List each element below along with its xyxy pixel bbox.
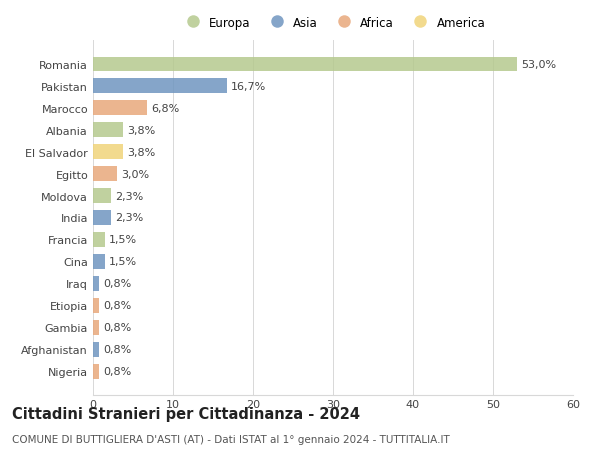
Text: Cittadini Stranieri per Cittadinanza - 2024: Cittadini Stranieri per Cittadinanza - 2…	[12, 406, 360, 421]
Bar	[93, 101, 148, 116]
Bar	[93, 299, 100, 313]
Text: 1,5%: 1,5%	[109, 235, 137, 245]
Text: 6,8%: 6,8%	[151, 103, 179, 113]
Text: 0,8%: 0,8%	[103, 301, 131, 311]
Bar	[93, 342, 100, 357]
Text: 0,8%: 0,8%	[103, 367, 131, 376]
Bar	[93, 167, 117, 181]
Bar	[93, 211, 112, 225]
Bar	[93, 255, 105, 269]
Text: 0,8%: 0,8%	[103, 323, 131, 333]
Text: 3,0%: 3,0%	[121, 169, 149, 179]
Legend: Europa, Asia, Africa, America: Europa, Asia, Africa, America	[178, 14, 488, 32]
Text: 1,5%: 1,5%	[109, 257, 137, 267]
Bar	[93, 145, 124, 159]
Bar	[93, 233, 105, 247]
Text: 3,8%: 3,8%	[127, 125, 155, 135]
Text: 0,8%: 0,8%	[103, 345, 131, 355]
Text: 3,8%: 3,8%	[127, 147, 155, 157]
Text: 0,8%: 0,8%	[103, 279, 131, 289]
Bar	[93, 320, 100, 335]
Bar	[93, 189, 112, 203]
Text: COMUNE DI BUTTIGLIERA D'ASTI (AT) - Dati ISTAT al 1° gennaio 2024 - TUTTITALIA.I: COMUNE DI BUTTIGLIERA D'ASTI (AT) - Dati…	[12, 434, 450, 444]
Text: 53,0%: 53,0%	[521, 60, 556, 69]
Bar	[93, 57, 517, 72]
Bar	[93, 364, 100, 379]
Text: 2,3%: 2,3%	[115, 191, 143, 201]
Bar	[93, 79, 227, 94]
Text: 16,7%: 16,7%	[230, 81, 266, 91]
Bar	[93, 277, 100, 291]
Text: 2,3%: 2,3%	[115, 213, 143, 223]
Bar	[93, 123, 124, 137]
